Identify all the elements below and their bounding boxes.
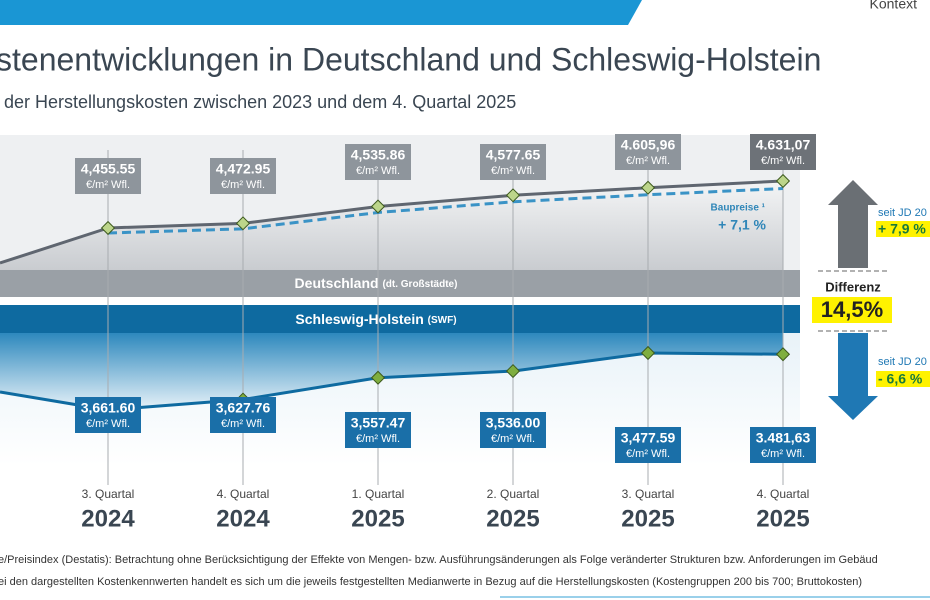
- context: Kontext: [870, 0, 918, 12]
- unit-label: €/m² Wfl.: [491, 433, 535, 445]
- value-label: 4.631,07: [756, 137, 811, 153]
- line: [107, 179, 784, 230]
- value-box: [345, 144, 411, 180]
- arrow-up: [828, 180, 878, 268]
- value-label: 4,455.55: [81, 161, 136, 177]
- unit-label: €/m² Wfl.: [356, 433, 400, 445]
- value-label: 3,627.76: [216, 400, 271, 416]
- point: [100, 220, 116, 236]
- point: [370, 370, 386, 385]
- unit-label: €/m² Wfl.: [626, 155, 670, 167]
- change: - 6,6 %: [878, 371, 923, 387]
- x-tick-label: 3. Quartal: [622, 487, 675, 501]
- x-tick-label: 2024: [216, 505, 270, 532]
- subtitle: der Herstellungskosten zwischen 2023 und…: [4, 92, 516, 112]
- value-label: 4.605,96: [621, 137, 676, 153]
- value-box: [615, 427, 681, 463]
- value-label: 3,661.60: [81, 400, 136, 416]
- point: [370, 199, 386, 214]
- point: [640, 345, 656, 361]
- baupreise-label: Baupreise ¹: [711, 203, 766, 214]
- baupreise-line: [107, 187, 784, 235]
- point: [775, 173, 791, 189]
- footnote: e/Preisindex (Destatis): Betrachtung ohn…: [0, 554, 878, 566]
- unit-label: €/m² Wfl.: [626, 448, 670, 460]
- value-box: [615, 134, 681, 170]
- x-tick-label: 2024: [81, 505, 135, 532]
- arrow-down: [828, 333, 878, 420]
- x-tick-label: 1. Quartal: [352, 487, 405, 501]
- value-box: [75, 397, 141, 433]
- x-tick-label: 2025: [351, 505, 404, 532]
- lead-line: [0, 226, 109, 265]
- value-label: 3,536.00: [486, 415, 541, 431]
- band-label: Deutschland (dt. Großstädte): [295, 275, 458, 291]
- band-sh: [0, 305, 800, 333]
- x-tick-label: 4. Quartal: [757, 487, 810, 501]
- highlight: [876, 371, 930, 387]
- banner: [0, 0, 642, 25]
- value-box: [480, 412, 546, 448]
- value-box: [750, 134, 816, 170]
- unit-label: €/m² Wfl.: [356, 165, 400, 177]
- value-box: [210, 397, 276, 433]
- area: [0, 333, 783, 410]
- x-tick-label: 2025: [756, 505, 809, 532]
- area: [0, 181, 783, 270]
- unit-label: €/m² Wfl.: [761, 155, 805, 167]
- point: [235, 216, 251, 231]
- x-tick-label: 2025: [621, 505, 674, 532]
- footnote: ei den dargestellten Kostenkennwerten ha…: [0, 576, 862, 588]
- x-tick-label: 3. Quartal: [82, 487, 135, 501]
- value-box: [750, 427, 816, 463]
- value-box: [480, 144, 546, 180]
- highlight: [876, 221, 930, 237]
- unit-label: €/m² Wfl.: [86, 418, 130, 430]
- unit-label: €/m² Wfl.: [86, 179, 130, 191]
- change-label: seit JD 20: [878, 207, 927, 219]
- x-tick-label: 2025: [486, 505, 539, 532]
- value-label: 3,477.59: [621, 430, 676, 446]
- unit-label: €/m² Wfl.: [221, 179, 265, 191]
- unit-label: €/m² Wfl.: [221, 418, 265, 430]
- difference-label: Differenz: [825, 279, 881, 294]
- title: stenentwicklungen in Deutschland und Sch…: [0, 41, 821, 77]
- band-label: Schleswig-Holstein (SWF): [295, 311, 456, 327]
- value-label: 4,577.65: [486, 147, 541, 163]
- point: [505, 188, 521, 203]
- difference: 14,5%: [821, 297, 883, 322]
- point: [505, 364, 521, 379]
- highlight: [812, 297, 892, 323]
- value-box: [345, 412, 411, 448]
- unit-label: €/m² Wfl.: [761, 448, 805, 460]
- value-label: 4,472.95: [216, 161, 271, 177]
- change-label: seit JD 20: [878, 356, 927, 368]
- value-box: [75, 158, 141, 194]
- value-label: 3,557.47: [351, 415, 406, 431]
- point: [640, 180, 656, 195]
- baupreise-change: + 7,1 %: [718, 217, 766, 233]
- value-label: 4,535.86: [351, 147, 406, 163]
- value-box: [210, 158, 276, 194]
- point: [775, 347, 791, 362]
- x-tick-label: 2. Quartal: [487, 487, 540, 501]
- x-tick-label: 4. Quartal: [217, 487, 270, 501]
- value-label: 3.481,63: [756, 430, 811, 446]
- band-de: [0, 270, 800, 297]
- change: + 7,9 %: [878, 221, 926, 237]
- unit-label: €/m² Wfl.: [491, 165, 535, 177]
